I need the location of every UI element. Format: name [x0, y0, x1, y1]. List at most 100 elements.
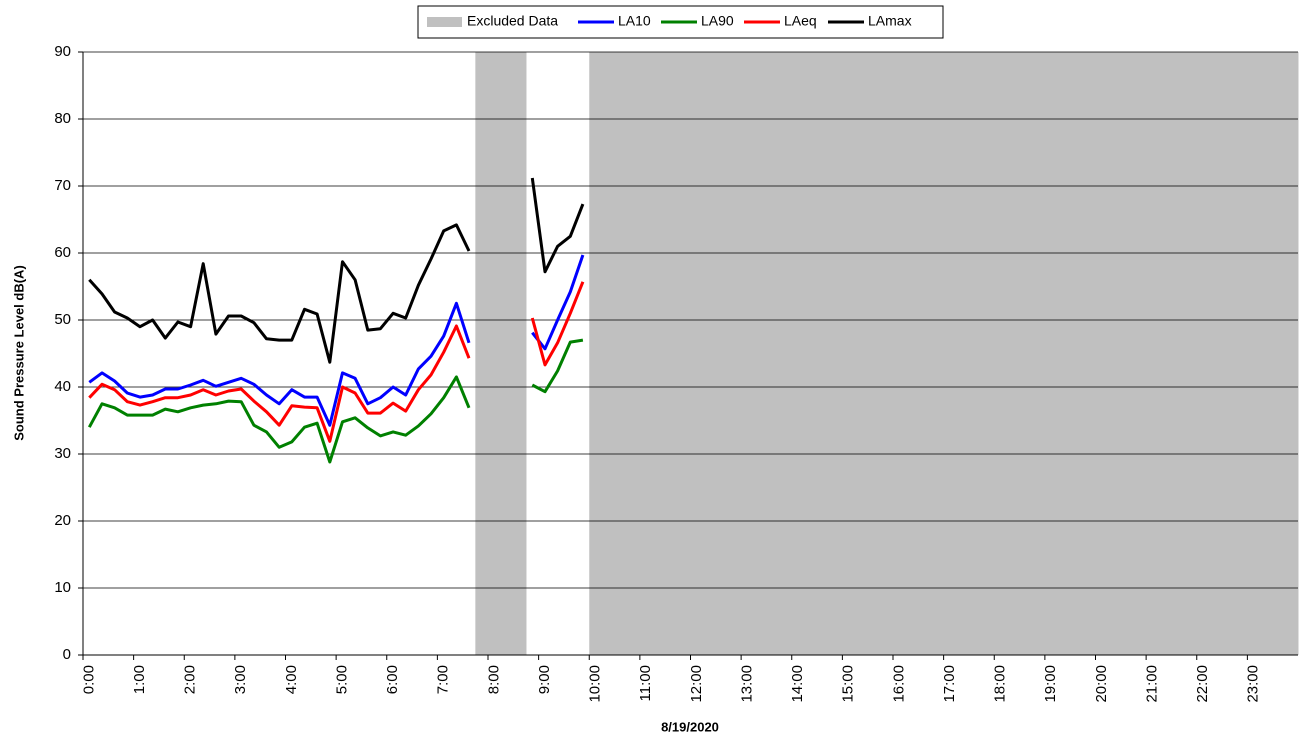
x-tick-label: 6:00: [384, 665, 401, 694]
y-tick-label: 20: [54, 512, 71, 529]
excluded-bar: [715, 52, 729, 655]
excluded-bar: [1006, 52, 1021, 655]
x-tick-label: 12:00: [688, 665, 705, 703]
series-line: [87, 338, 584, 464]
excluded-bar: [1196, 52, 1210, 655]
x-axis-label: 8/19/2020: [661, 719, 719, 734]
x-tick-label: 9:00: [536, 665, 553, 694]
excluded-bar: [779, 52, 793, 655]
excluded-bar: [1019, 52, 1033, 655]
x-tick-label: 0:00: [80, 665, 97, 694]
x-tick-label: 15:00: [840, 665, 857, 703]
excluded-bar: [1158, 52, 1172, 655]
x-tick-label: 7:00: [435, 665, 452, 694]
excluded-bar: [930, 52, 945, 655]
excluded-bar: [1120, 52, 1134, 655]
excluded-bar: [677, 52, 691, 655]
excluded-bar: [665, 52, 679, 655]
excluded-bar: [766, 52, 780, 655]
x-tick-label: 17:00: [941, 665, 958, 703]
excluded-bar: [1209, 52, 1223, 655]
x-tick-label: 5:00: [333, 665, 350, 694]
excluded-bar: [614, 52, 628, 655]
excluded-bar: [1285, 52, 1299, 655]
excluded-bar: [639, 52, 654, 655]
excluded-bar: [1044, 52, 1059, 655]
x-tick-label: 10:00: [587, 665, 604, 703]
excluded-bar: [1070, 52, 1084, 655]
excluded-bar: [1260, 52, 1274, 655]
excluded-bar: [893, 52, 907, 655]
excluded-bar: [918, 52, 932, 655]
y-tick-label: 50: [54, 311, 71, 328]
y-tick-label: 60: [54, 244, 71, 261]
excluded-bar: [703, 52, 717, 655]
y-tick-label: 30: [54, 445, 71, 462]
excluded-bar: [690, 52, 704, 655]
y-tick-label: 10: [54, 579, 71, 596]
excluded-bar: [1247, 52, 1261, 655]
x-tick-label: 19:00: [1042, 665, 1059, 703]
legend-label: Excluded Data: [467, 13, 558, 29]
excluded-bar: [1095, 52, 1109, 655]
x-tick-label: 20:00: [1093, 665, 1110, 703]
y-axis-label: Sound Pressure Level dB(A): [11, 265, 26, 441]
excluded-bar: [1057, 52, 1071, 655]
excluded-bar: [728, 52, 742, 655]
y-tick-label: 90: [54, 43, 71, 60]
excluded-bar: [1032, 52, 1046, 655]
x-tick-label: 13:00: [738, 665, 755, 703]
excluded-bar: [513, 52, 527, 655]
x-tick-label: 11:00: [637, 665, 654, 701]
excluded-bar: [475, 52, 489, 655]
excluded-bar: [589, 52, 603, 655]
excluded-bar: [817, 52, 831, 655]
excluded-bar: [905, 52, 919, 655]
x-tick-label: 16:00: [890, 665, 907, 703]
x-tick-label: 4:00: [283, 665, 300, 694]
excluded-bar: [943, 52, 957, 655]
excluded-bar: [956, 52, 970, 655]
series-line: [88, 254, 585, 427]
y-tick-label: 80: [54, 110, 71, 127]
excluded-bar: [880, 52, 894, 655]
excluded-bar: [829, 52, 843, 655]
legend-swatch: [427, 17, 462, 27]
excluded-bar: [1133, 52, 1147, 655]
series-line: [88, 281, 585, 443]
y-tick-label: 70: [54, 177, 71, 194]
excluded-bar: [652, 52, 666, 655]
x-tick-label: 18:00: [992, 665, 1009, 703]
y-tick-label: 40: [54, 378, 71, 395]
legend-label: LAeq: [784, 13, 817, 29]
excluded-bar: [968, 52, 983, 655]
x-tick-label: 8:00: [485, 665, 502, 694]
excluded-bar: [842, 52, 856, 655]
excluded-bar: [981, 52, 995, 655]
x-tick-label: 14:00: [789, 665, 806, 703]
excluded-bar: [804, 52, 818, 655]
excluded-bar: [867, 52, 881, 655]
excluded-bar: [601, 52, 616, 655]
series-line: [88, 177, 585, 364]
excluded-bar: [1146, 52, 1160, 655]
excluded-bar: [1184, 52, 1198, 655]
excluded-bar: [1108, 52, 1122, 655]
y-tick-label: 0: [63, 646, 71, 663]
x-tick-label: 2:00: [182, 665, 199, 694]
excluded-bar: [1234, 52, 1248, 655]
excluded-bar: [741, 52, 755, 655]
x-tick-label: 1:00: [131, 665, 148, 694]
x-tick-label: 21:00: [1143, 665, 1160, 703]
excluded-bar: [1222, 52, 1236, 655]
excluded-bar: [994, 52, 1008, 655]
legend-label: LAmax: [868, 13, 912, 29]
x-tick-label: 23:00: [1245, 665, 1262, 703]
legend-label: LA10: [618, 13, 651, 29]
excluded-bar: [855, 52, 869, 655]
excluded-bar: [500, 52, 514, 655]
x-tick-label: 22:00: [1194, 665, 1211, 703]
excluded-bar: [1171, 52, 1185, 655]
excluded-bar: [488, 52, 502, 655]
